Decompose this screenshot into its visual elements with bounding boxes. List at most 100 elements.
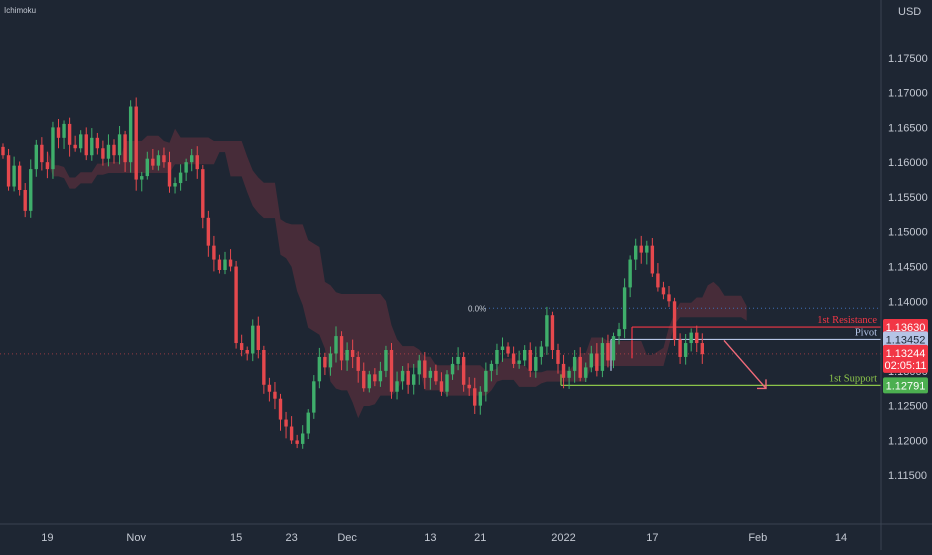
- candle: [167, 162, 172, 187]
- candle: [611, 336, 616, 361]
- candle: [700, 343, 704, 355]
- candle: [500, 346, 505, 350]
- candle: [606, 343, 610, 361]
- support-label: 1st Support: [829, 373, 877, 384]
- current-price-value: 1.13244: [886, 348, 926, 360]
- candle: [17, 165, 22, 190]
- candle: [140, 176, 144, 180]
- candle: [473, 388, 477, 406]
- candle: [228, 259, 233, 267]
- y-tick-label: 1.16500: [888, 122, 928, 134]
- candle: [29, 169, 33, 211]
- candle: [23, 190, 27, 211]
- candle: [156, 155, 161, 166]
- candle: [323, 356, 327, 368]
- candle: [267, 384, 272, 392]
- candle: [367, 374, 371, 389]
- x-tick-label: 23: [285, 532, 297, 544]
- candle: [289, 426, 294, 441]
- candle: [617, 329, 621, 337]
- candle: [112, 144, 116, 156]
- candle: [667, 294, 671, 302]
- cloud-region: [47, 128, 747, 419]
- candle: [184, 162, 188, 173]
- candle: [489, 363, 494, 371]
- candle: [362, 370, 366, 389]
- candle: [495, 350, 499, 364]
- candle: [278, 398, 283, 420]
- candle: [1, 146, 5, 156]
- candle: [456, 356, 460, 364]
- candle: [301, 433, 305, 444]
- candle: [595, 353, 599, 371]
- candle: [672, 301, 677, 340]
- candle: [40, 144, 44, 163]
- candle: [339, 336, 344, 361]
- candle: [239, 343, 244, 350]
- x-tick-label: 19: [41, 532, 53, 544]
- candle: [273, 391, 277, 399]
- candle: [201, 169, 205, 218]
- candle: [356, 356, 360, 371]
- candle: [434, 370, 438, 382]
- candle: [395, 381, 399, 392]
- candle: [79, 134, 83, 149]
- candle: [206, 217, 211, 246]
- candle: [528, 350, 532, 371]
- candle: [162, 155, 166, 163]
- candle: [284, 419, 288, 427]
- candle: [523, 350, 527, 361]
- candle: [51, 127, 55, 170]
- candle: [173, 183, 177, 187]
- candle: [639, 245, 643, 253]
- candle: [428, 370, 433, 378]
- x-tick-label: 17: [646, 532, 658, 544]
- candle: [62, 123, 66, 138]
- candle: [328, 353, 333, 368]
- y-tick-label: 1.15500: [888, 192, 928, 204]
- candle: [73, 144, 77, 149]
- candle: [151, 158, 155, 166]
- candle: [34, 144, 38, 170]
- y-tick-label: 1.12500: [888, 401, 928, 413]
- candle: [400, 370, 405, 382]
- candle: [251, 325, 255, 354]
- resistance-price-tag-text: 1.13630: [886, 322, 926, 334]
- y-tick-label: 1.17500: [888, 53, 928, 65]
- candle: [178, 172, 183, 184]
- candle: [295, 440, 299, 444]
- candle: [417, 360, 421, 375]
- x-tick-label: 15: [230, 532, 242, 544]
- candle: [506, 346, 510, 354]
- pivot-price-tag-text: 1.13452: [886, 334, 926, 346]
- indicator-label[interactable]: Ichimoku: [4, 6, 36, 15]
- candle: [695, 332, 699, 344]
- candle: [317, 356, 322, 382]
- time-axis[interactable]: 19 Nov 15 23 Dec 13 21 2022 17 Feb 14: [41, 532, 847, 544]
- y-tick-label: 1.16000: [888, 157, 928, 169]
- y-tick-label: 1.15000: [888, 227, 928, 239]
- candle: [345, 350, 349, 361]
- candle: [423, 360, 427, 378]
- resistance-label: 1st Resistance: [817, 315, 877, 326]
- candle: [128, 106, 133, 163]
- resistance-price-tag: [883, 319, 928, 336]
- candle: [600, 343, 605, 371]
- candle: [656, 273, 660, 288]
- candle: [245, 350, 249, 354]
- candle: [683, 343, 688, 357]
- candle: [234, 266, 238, 344]
- candle: [589, 353, 593, 368]
- x-tick-label: 2022: [551, 532, 575, 544]
- support-price-tag-text: 1.12791: [886, 380, 926, 392]
- candle: [406, 370, 410, 385]
- candle: [511, 353, 516, 364]
- candle: [578, 356, 582, 378]
- candle: [117, 134, 122, 156]
- candle: [678, 339, 682, 357]
- candle: [84, 134, 88, 156]
- candle: [123, 134, 127, 163]
- candle: [661, 287, 666, 295]
